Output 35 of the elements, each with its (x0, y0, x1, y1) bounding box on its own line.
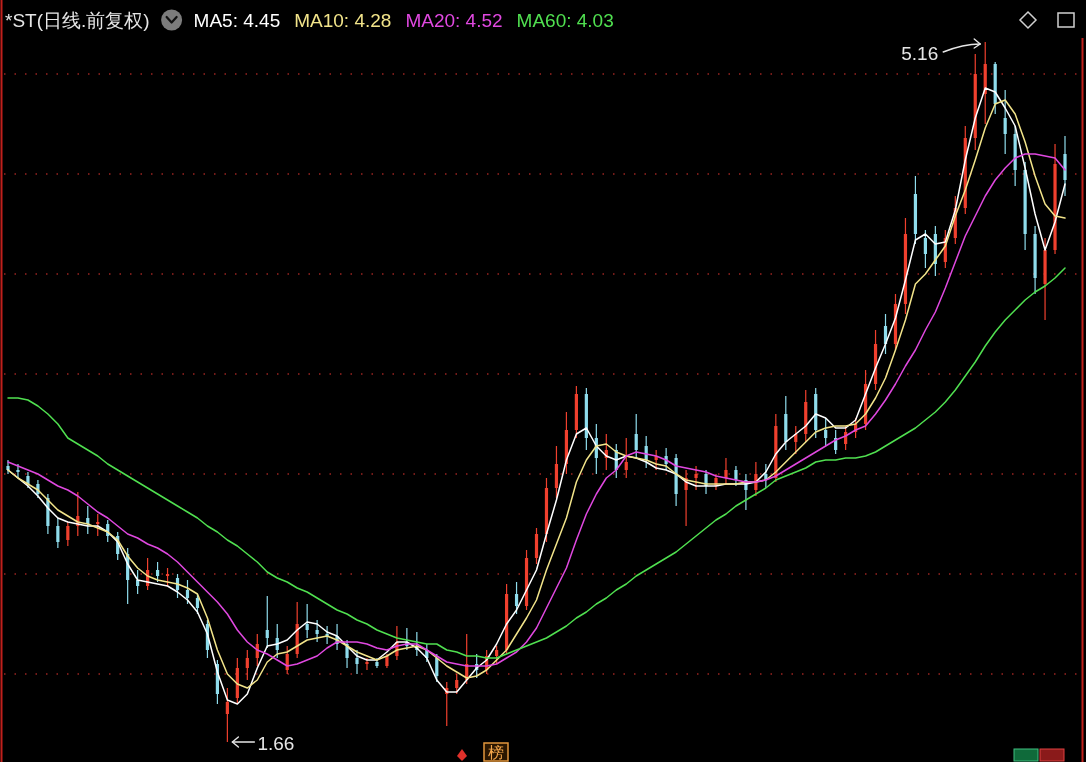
candlestick (56, 517, 60, 549)
candlestick (325, 625, 329, 645)
candlestick (185, 579, 190, 605)
text: MA20: 4.52 (405, 10, 503, 31)
candlestick (155, 561, 160, 583)
chart-title: *ST(日线.前复权) (5, 10, 150, 31)
candlestick (225, 687, 229, 743)
candlestick (634, 413, 638, 459)
candlestick (684, 469, 688, 527)
candlestick (305, 603, 309, 639)
candlestick (16, 463, 20, 479)
candlestick (455, 673, 459, 695)
candlestick (824, 417, 828, 447)
candlestick (923, 229, 927, 269)
candlestick (265, 595, 269, 649)
candlestick (724, 457, 728, 485)
text: MA10: 4.28 (294, 10, 392, 31)
candlestick (514, 581, 519, 615)
text: 榜 (488, 744, 504, 761)
annotation: 5.16 (901, 43, 939, 64)
candlestick (1003, 89, 1007, 155)
annotation: 1.66 (257, 733, 295, 754)
text: MA5: 4.45 (193, 10, 281, 31)
candlestick (534, 527, 539, 565)
candlestick (365, 657, 369, 671)
text: MA60: 4.03 (516, 10, 614, 31)
candlestick (245, 649, 249, 681)
candlestick (315, 619, 319, 643)
candlestick (734, 465, 738, 487)
candlestick (355, 649, 359, 675)
candlestick (66, 521, 70, 547)
candlestick (96, 513, 100, 537)
candlestick (694, 465, 698, 491)
candlestick (554, 445, 559, 499)
candlestick (624, 437, 628, 479)
